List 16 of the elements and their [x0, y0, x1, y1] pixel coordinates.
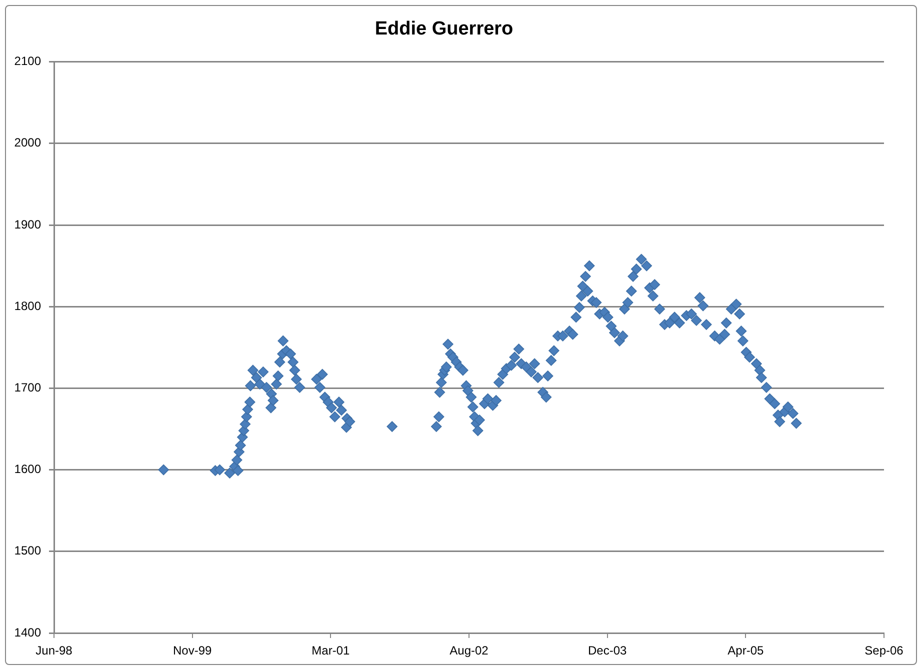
y-tick-label: 1400	[14, 625, 42, 640]
x-tick-label: Dec-03	[588, 644, 627, 658]
y-tick-label: 1900	[14, 217, 42, 232]
x-tick-label: Apr-05	[728, 644, 764, 658]
y-tick-label: 1500	[14, 544, 42, 558]
y-tick-label: 1700	[14, 380, 42, 395]
x-tick-label: Jun-98	[36, 644, 73, 658]
y-tick-label: 1800	[14, 298, 42, 313]
y-tick-label: 2100	[14, 54, 42, 68]
x-tick-label: Mar-01	[312, 644, 350, 658]
y-tick-label: 1600	[14, 462, 42, 476]
x-tick-label: Nov-99	[172, 644, 212, 658]
x-tick-label: Sep-06	[864, 644, 904, 658]
y-tick-label: 2000	[14, 136, 42, 150]
x-tick-label: Aug-02	[450, 644, 489, 658]
chart-title: Eddie Guerrero	[374, 18, 514, 40]
